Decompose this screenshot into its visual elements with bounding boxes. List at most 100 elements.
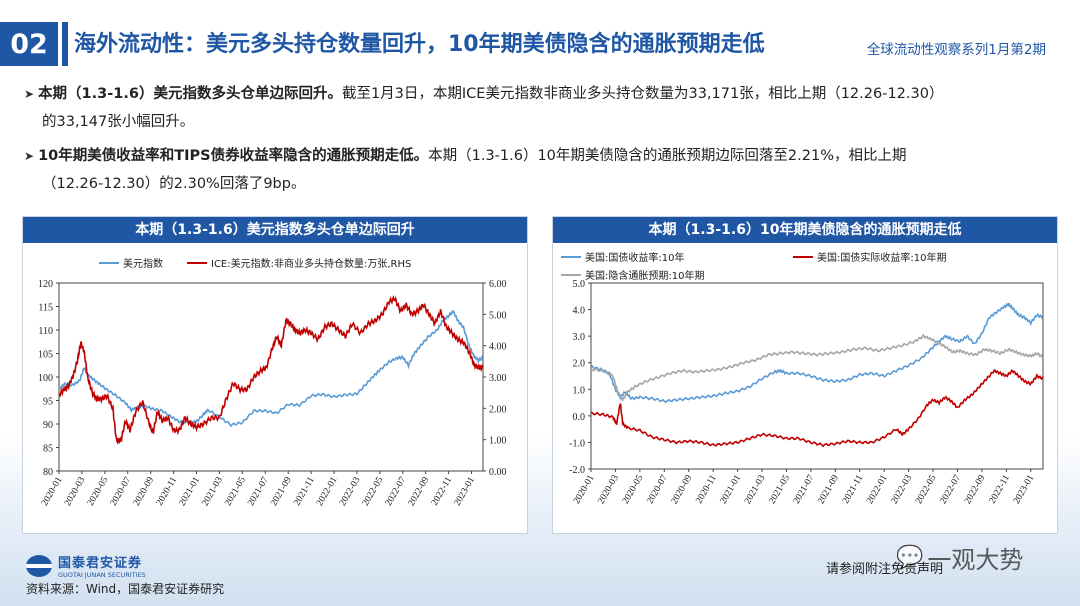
x-tick-label: 2022-11 [430,475,454,507]
x-tick-label: 2022-07 [939,473,964,506]
x-tick-label: 2021-07 [246,475,271,508]
chart-panel-inflation: 本期（1.3-1.6）10年期美债隐含的通胀预期走低 -2.0 -1.0 0.0 1.… [552,216,1058,534]
series-subtitle: 全球流动性观察系列1月第2期 [866,42,1046,58]
page-title: 海外流动性：美元多头持仓数量回升，10年期美债隐含的通胀预期走低 [74,32,765,57]
x-tick-label: 2022-09 [407,475,432,508]
x-tick-label: 2022-01 [315,475,340,508]
disclaimer-note: 请参阅附注免责声明 [826,562,944,577]
x-tick-label: 2021-03 [743,473,768,506]
x-tick-label: 2022-01 [865,473,890,506]
y-tick-label: 115 [38,303,53,314]
header-accent-bar [62,22,68,66]
x-tick-label: 2020-11 [155,475,179,507]
chart-title: 本期（1.3-1.6）美元指数多头仓单边际回升 [23,217,527,243]
series-line-1 [58,294,484,445]
logo-name-en: GUOTAI JUNAN SECURITIES [58,571,146,579]
x-tick-label: 2020-07 [645,473,670,506]
x-tick-label: 2020-03 [63,475,88,508]
series-line-0 [58,309,484,428]
legend-label: 美国:隐含通胀预期:10年期 [585,269,704,282]
bullet-1-heading: 本期（1.3-1.6）美元指数多头仓单边际回升。 [38,86,342,102]
x-tick-label: 2021-07 [792,473,817,506]
bullet-2-continuation: （12.26-12.30）的2.30%回落了9bp。 [42,176,306,192]
chart-panel-dollar: 本期（1.3-1.6）美元指数多头仓单边际回升 80 85 90 95 100 105 11… [22,216,528,534]
legend-item: 美国:国债实际收益率:10年期 [793,251,946,264]
x-tick-label: 2021-01 [719,473,744,506]
y-tick-label: 105 [38,350,53,361]
x-tick-label: 2020-05 [621,473,646,506]
x-tick-label: 2020-05 [86,475,111,508]
bullet-1: ➤ 本期（1.3-1.6）美元指数多头仓单边际回升。截至1月3日，本期ICE美元指… [24,80,1064,136]
y-tick-label: -2.0 [569,465,585,476]
y-tick-label: 90 [43,420,53,431]
x-tick-label: 2022-05 [361,475,386,508]
legend-item: 美元指数 [99,257,163,270]
y-tick-label: -1.0 [569,438,585,449]
x-tick-label: 2020-09 [670,473,695,506]
legend-label: 美国:国债收益率:10年 [585,251,684,264]
x-tick-label: 2021-05 [768,473,793,506]
x-tick-label: 2021-11 [292,475,316,507]
x-tick-label: 2022-09 [963,473,988,506]
y-tick-label: 80 [43,467,53,478]
y-tick-label: 120 [38,279,53,290]
y-tick-label: 5.0 [573,279,586,290]
bullet-2: ➤ 10年期美债收益率和TIPS债券收益率隐含的通胀预期走低。本期（1.3-1.6… [24,142,1064,198]
x-tick-label: 2023-01 [1012,473,1037,506]
series-line-1 [590,368,1044,448]
x-tick-label: 2022-03 [338,475,363,508]
y-tick-label: 85 [43,444,53,455]
y-tick-label: 3.0 [573,332,586,343]
y2-tick-label: 2.00 [489,404,507,415]
company-logo: 国泰君安证券 GUOTAI JUNAN SECURITIES [26,552,146,579]
plot-area [590,282,1044,470]
dollar-index-chart: 80 85 90 95 100 105 110 115 120 0.00 1.00 2.00 3.00 4… [38,257,507,508]
legend-item: 美国:隐含通胀预期:10年期 [561,269,704,282]
y-tick-label: 4.0 [573,306,586,317]
y-tick-label: 110 [38,326,53,337]
x-tick-label: 2021-05 [223,475,248,508]
y2-tick-label: 0.00 [489,467,507,478]
y2-tick-label: 5.00 [489,310,507,321]
x-tick-label: 2021-03 [201,475,226,508]
legend-label: 美元指数 [123,257,163,270]
y-tick-label: 0.0 [573,412,586,423]
y2-tick-label: 3.00 [489,373,507,384]
y2-tick-label: 6.00 [489,279,507,290]
watermark: 💬 一观大势 [896,540,1023,575]
x-tick-label: 2020-07 [109,475,134,508]
bullet-1-text: 截至1月3日，本期ICE美元指数非商业多头持仓数量为33,171张，相比上期（1… [341,86,944,102]
y-tick-label: 2.0 [573,359,586,370]
x-tick-label: 2022-11 [988,473,1012,505]
bullet-2-text: 本期（1.3-1.6）10年期美债隐含的通胀预期边际回落至2.21%，相比上期 [428,148,907,164]
bullet-2-heading: 10年期美债收益率和TIPS债券收益率隐含的通胀预期走低。 [38,148,429,164]
x-tick-label: 2020-03 [597,473,622,506]
x-tick-label: 2021-01 [178,475,203,508]
watermark-text: 一观大势 [927,546,1024,574]
y-tick-label: 95 [43,397,53,408]
legend-item: 美国:国债收益率:10年 [561,251,684,264]
legend-item: ICE:美元指数:非商业多头持仓数量:万张,RHS [187,257,411,270]
x-tick-label: 2022-03 [890,473,915,506]
series-line-0 [590,302,1044,404]
x-tick-label: 2020-11 [694,473,718,505]
y-tick-label: 1.0 [573,385,586,396]
legend-label: 美国:国债实际收益率:10年期 [817,251,946,264]
bullet-arrow-icon: ➤ [24,87,35,101]
source-note: 资料来源：Wind，国泰君安证券研究 [26,582,225,596]
x-tick-label: 2020-01 [572,473,597,506]
x-tick-label: 2021-09 [816,473,841,506]
x-tick-label: 2022-07 [384,475,409,508]
series-line-2 [590,333,1044,402]
y-tick-label: 100 [38,373,53,384]
inflation-expectation-chart: -2.0 -1.0 0.0 1.0 2.0 3.0 4.0 5.0 2020-01 2020-03… [561,251,1044,506]
logo-name: 国泰君安证券 [58,556,143,571]
x-tick-label: 2020-01 [40,475,65,508]
bullet-1-continuation: 的33,147张小幅回升。 [42,114,195,130]
logo-mark-icon [26,554,52,577]
section-number: 02 [0,22,58,66]
x-tick-label: 2021-09 [269,475,294,508]
chart-title: 本期（1.3-1.6）10年期美债隐含的通胀预期走低 [553,217,1057,243]
y2-tick-label: 1.00 [489,436,507,447]
bullet-arrow-icon: ➤ [24,149,35,163]
